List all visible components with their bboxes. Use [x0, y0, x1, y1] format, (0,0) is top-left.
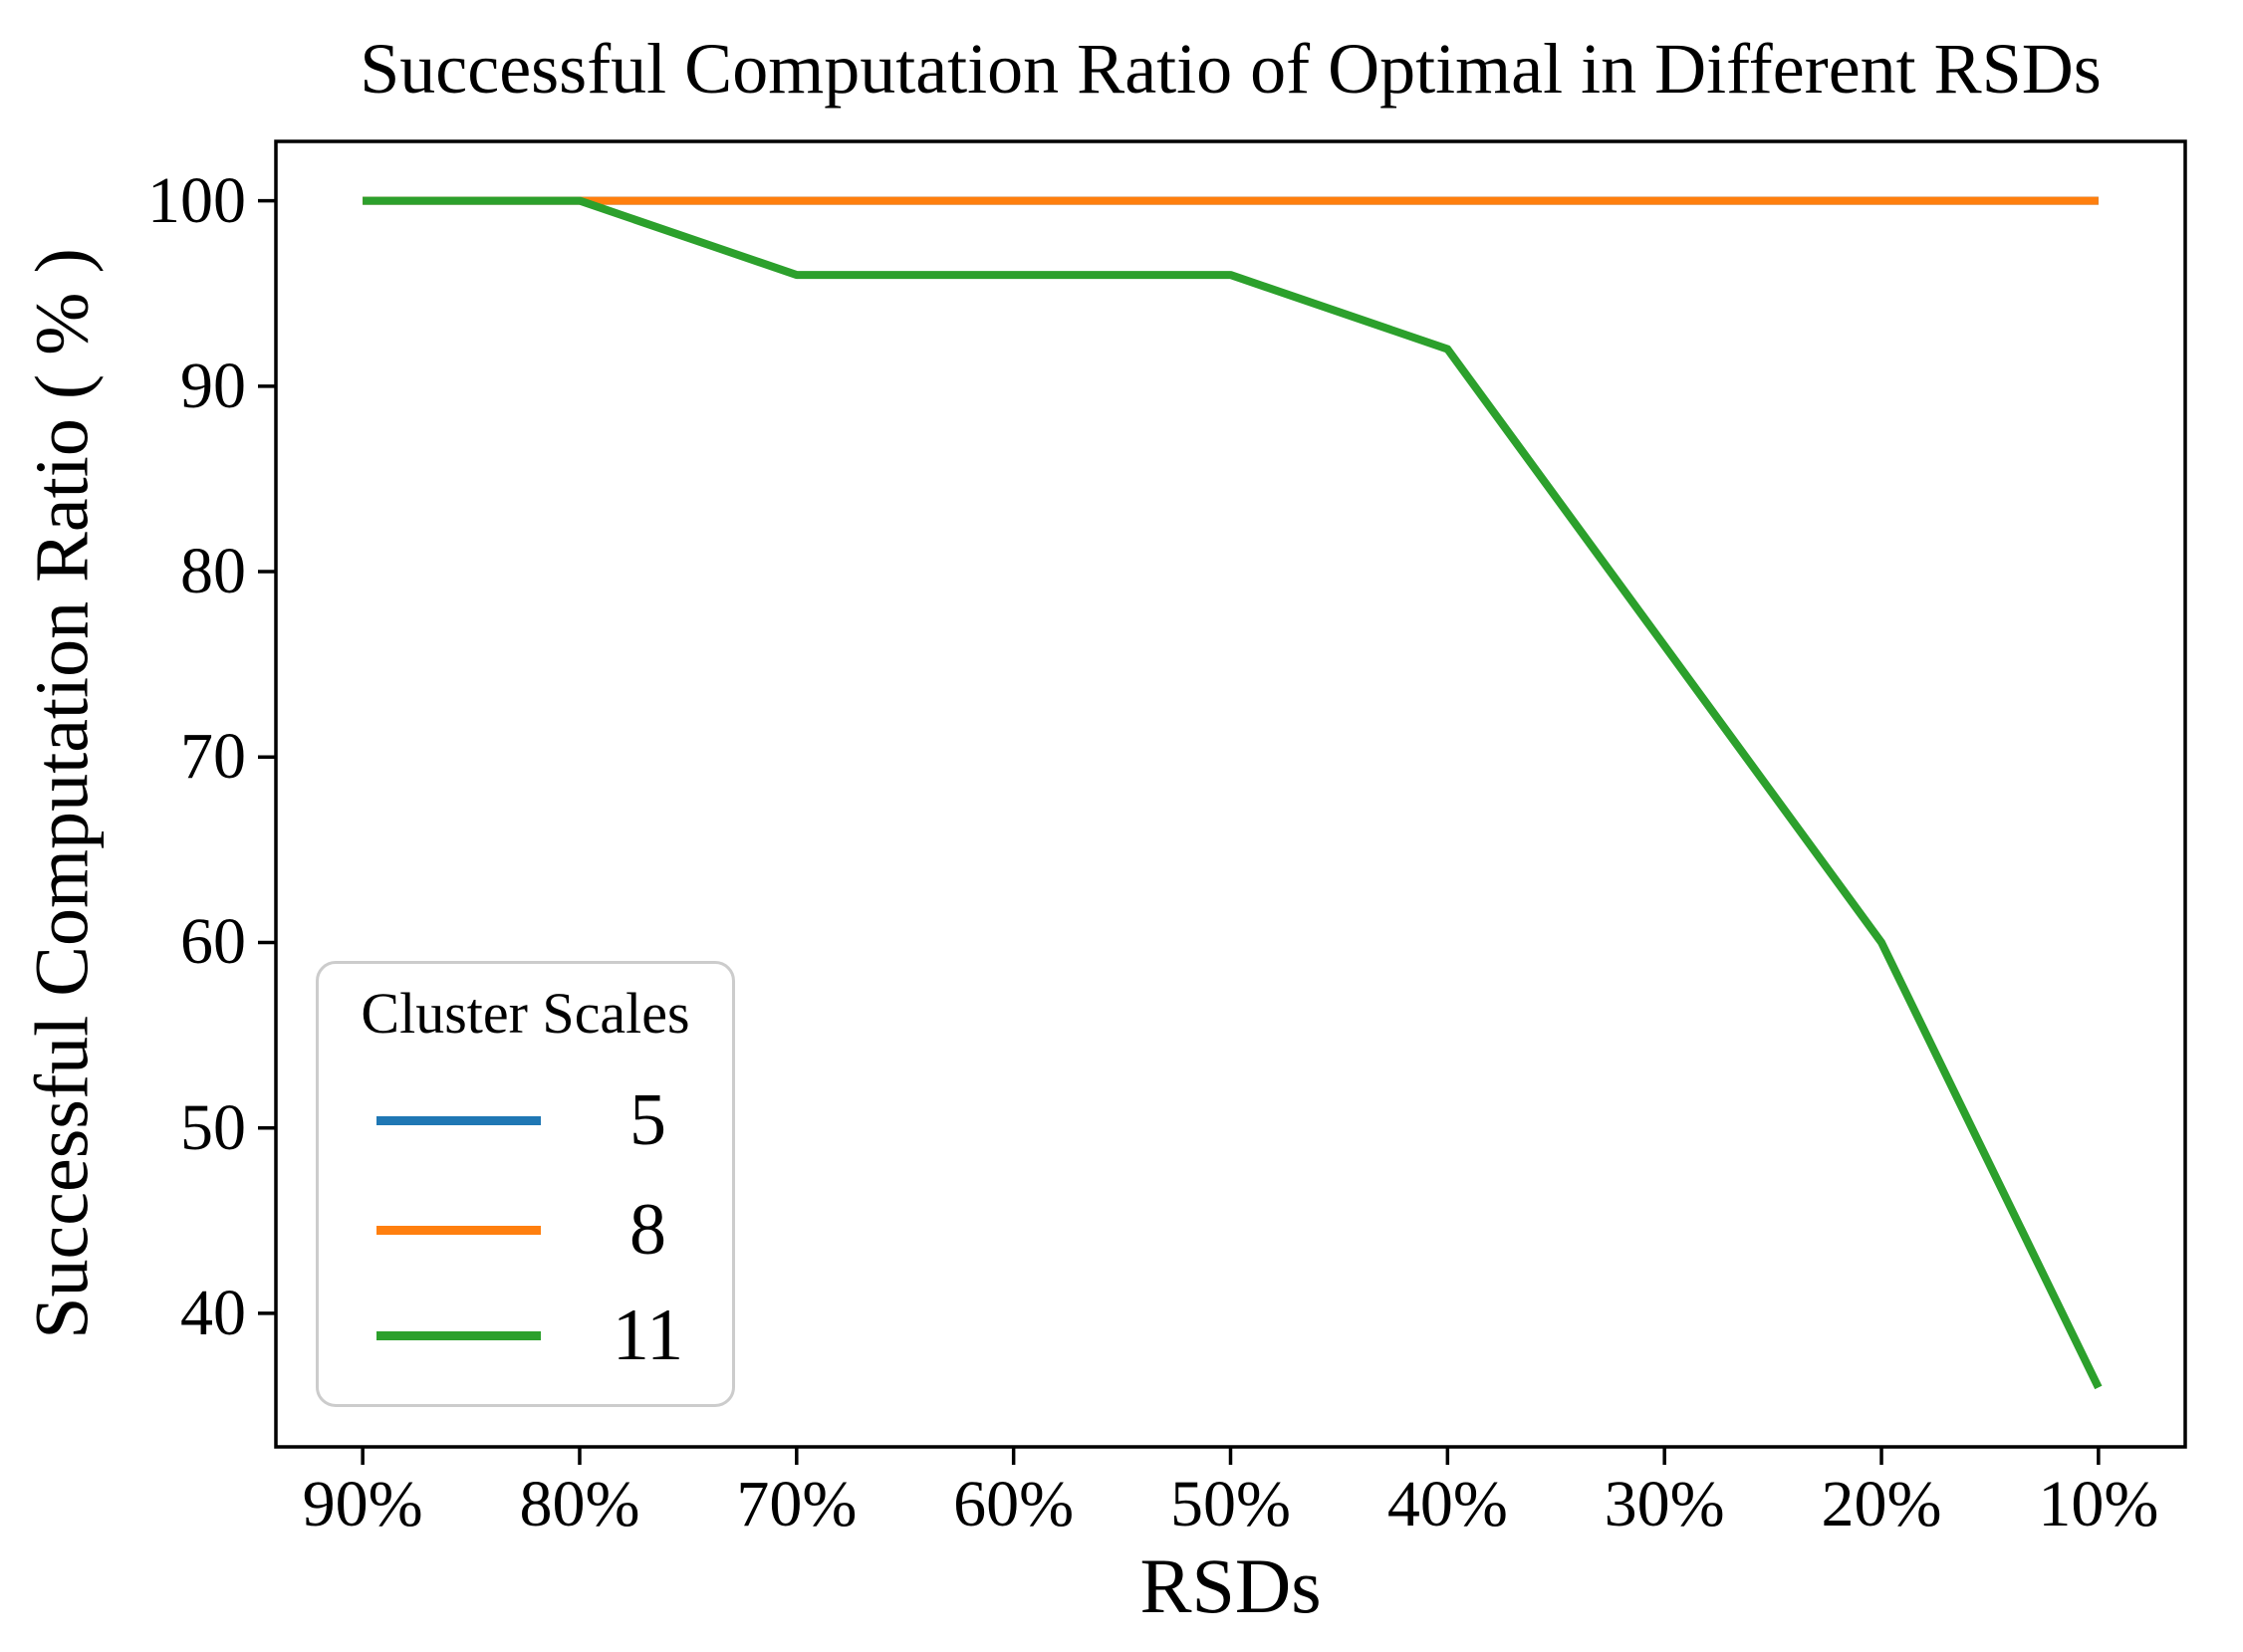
legend-label-11: 11 — [612, 1295, 684, 1376]
chart-title: Successful Computation Ratio of Optimal … — [360, 29, 2102, 109]
x-tick-label: 50% — [1170, 1468, 1291, 1540]
legend-line-8 — [376, 1225, 541, 1235]
legend-item-5: 5 — [319, 1065, 732, 1175]
x-tick-label: 60% — [953, 1468, 1075, 1540]
y-tick-label: 100 — [147, 163, 246, 237]
x-tick-label: 90% — [302, 1468, 423, 1540]
y-tick-label: 60 — [180, 905, 246, 979]
y-tick-label: 50 — [180, 1090, 246, 1164]
legend-label-5: 5 — [629, 1079, 666, 1161]
legend-item-8: 8 — [319, 1175, 732, 1285]
x-axis-label: RSDs — [1139, 1542, 1322, 1629]
y-tick-label: 40 — [180, 1276, 246, 1349]
y-tick-label: 70 — [180, 720, 246, 794]
x-tick-label: 80% — [519, 1468, 640, 1540]
legend-line-11 — [376, 1330, 541, 1340]
legend-label-8: 8 — [629, 1189, 666, 1271]
legend-item-11: 11 — [319, 1281, 732, 1390]
y-tick-label: 80 — [180, 535, 246, 608]
x-tick-label: 10% — [2038, 1468, 2159, 1540]
y-tick-label: 90 — [180, 349, 246, 422]
x-tick-label: 30% — [1604, 1468, 1725, 1540]
x-tick-label: 70% — [736, 1468, 858, 1540]
legend-title: Cluster Scales — [361, 981, 690, 1046]
x-tick-label: 40% — [1386, 1468, 1508, 1540]
x-tick-label: 20% — [1821, 1468, 1942, 1540]
legend: Cluster Scales 5 8 11 — [316, 961, 735, 1407]
legend-line-5 — [376, 1115, 541, 1125]
series-line-11 — [363, 196, 2103, 1390]
